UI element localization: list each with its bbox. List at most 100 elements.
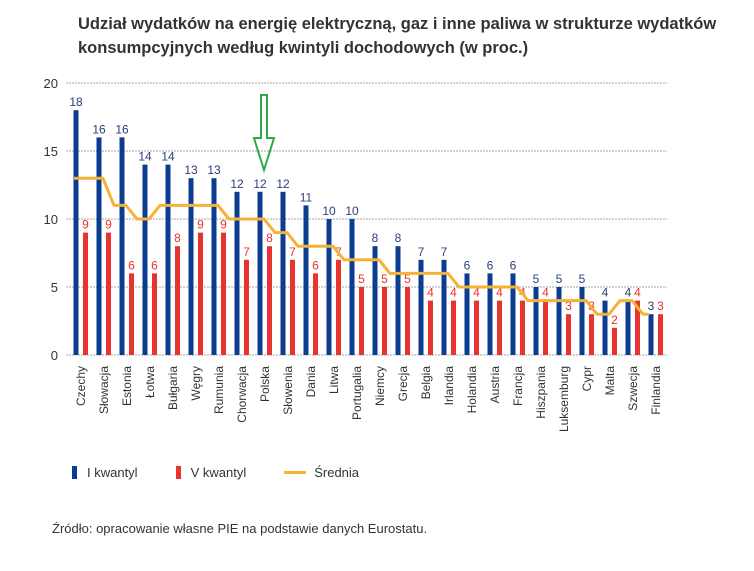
bar-i-kwantyl <box>625 300 631 355</box>
y-tick-label: 0 <box>51 348 58 363</box>
y-tick-label: 20 <box>44 76 58 91</box>
bar-i-kwantyl <box>556 287 562 355</box>
bar-v-kwantyl <box>175 246 180 355</box>
legend-item-srednia: Średnia <box>284 465 359 480</box>
bar-i-kwantyl <box>234 191 240 355</box>
legend-label: V kwantyl <box>190 465 247 480</box>
x-tick-label: Hiszpania <box>534 366 548 419</box>
bar-v-kwantyl <box>221 232 226 355</box>
bar-v-kwantyl <box>566 314 571 355</box>
data-label-i: 12 <box>230 177 244 191</box>
x-tick-label: Portugalia <box>350 366 364 420</box>
x-tick-label: Belgia <box>419 366 433 400</box>
x-tick-label: Bułgaria <box>166 366 180 410</box>
data-label-v: 5 <box>381 272 388 286</box>
x-tick-label: Czechy <box>74 366 88 406</box>
bar-i-kwantyl <box>464 273 470 355</box>
data-label-i: 5 <box>579 272 586 286</box>
bar-i-kwantyl <box>73 110 79 355</box>
data-label-v: 6 <box>151 258 158 272</box>
data-label-v: 4 <box>542 286 549 300</box>
data-label-i: 14 <box>161 150 175 164</box>
x-tick-label: Francja <box>511 366 525 406</box>
bar-i-kwantyl <box>326 219 332 355</box>
data-label-v: 5 <box>404 272 411 286</box>
y-tick-label: 10 <box>44 212 58 227</box>
bar-v-kwantyl <box>244 259 249 355</box>
bar-i-kwantyl <box>257 191 263 355</box>
bar-i-kwantyl <box>510 273 516 355</box>
data-label-i: 11 <box>300 190 313 204</box>
data-label-i: 4 <box>602 286 609 300</box>
x-tick-label: Niemcy <box>373 366 387 406</box>
bar-v-kwantyl <box>106 232 111 355</box>
bar-v-kwantyl <box>428 300 433 355</box>
x-tick-label: Łotwa <box>143 366 157 398</box>
bar-v-kwantyl <box>290 259 295 355</box>
bar-i-kwantyl <box>441 259 447 355</box>
data-label-v: 4 <box>450 286 457 300</box>
bar-v-kwantyl <box>612 327 617 355</box>
data-label-v: 7 <box>289 245 296 259</box>
x-tick-label: Słowacja <box>97 366 111 414</box>
legend-label: I kwantyl <box>87 465 138 480</box>
legend-item-i-kwantyl: I kwantyl <box>72 465 138 480</box>
bar-v-kwantyl <box>658 314 663 355</box>
data-label-i: 3 <box>648 299 655 313</box>
data-label-v: 3 <box>657 299 664 313</box>
bar-v-kwantyl <box>83 232 88 355</box>
bar-i-kwantyl <box>579 287 585 355</box>
data-label-v: 2 <box>611 313 618 327</box>
bar-v-kwantyl <box>635 300 640 355</box>
bar-v-kwantyl <box>451 300 456 355</box>
y-tick-label: 5 <box>51 280 58 295</box>
data-label-i: 16 <box>115 122 129 136</box>
bar-i-kwantyl <box>648 314 654 355</box>
bar-v-kwantyl <box>313 273 318 355</box>
bar-i-kwantyl <box>602 300 608 355</box>
bar-i-kwantyl <box>96 137 102 355</box>
data-label-v: 6 <box>128 258 135 272</box>
data-label-v: 4 <box>634 286 641 300</box>
x-tick-label: Luksemburg <box>557 366 571 432</box>
chart-title: Udział wydatków na energię elektryczną, … <box>78 15 717 57</box>
x-tick-label: Grecja <box>396 366 410 402</box>
bar-i-kwantyl <box>142 164 148 355</box>
data-label-i: 5 <box>556 272 563 286</box>
x-tick-label: Słowenia <box>281 366 295 415</box>
bar-i-kwantyl <box>487 273 493 355</box>
bar-v-kwantyl <box>152 273 157 355</box>
data-label-i: 6 <box>487 258 494 272</box>
bar-i-kwantyl <box>395 246 401 355</box>
x-tick-label: Rumunia <box>212 366 226 414</box>
bar-i-kwantyl <box>349 219 355 355</box>
bar-v-kwantyl <box>589 314 594 355</box>
bar-v-kwantyl <box>129 273 134 355</box>
data-label-i: 12 <box>253 177 267 191</box>
data-label-i: 10 <box>345 204 359 218</box>
bar-v-kwantyl <box>405 287 410 355</box>
data-label-i: 7 <box>441 245 448 259</box>
bar-i-kwantyl <box>372 246 378 355</box>
data-label-i: 14 <box>138 150 152 164</box>
x-tick-label: Malta <box>603 366 617 396</box>
data-label-i: 12 <box>276 177 290 191</box>
bar-v-kwantyl <box>520 300 525 355</box>
x-tick-label: Węgry <box>189 366 203 401</box>
data-label-i: 18 <box>69 95 83 109</box>
data-label-v: 3 <box>565 299 572 313</box>
x-tick-label: Austria <box>488 366 502 404</box>
bar-i-kwantyl <box>188 178 194 355</box>
x-tick-label: Estonia <box>120 366 134 406</box>
data-label-i: 10 <box>322 204 336 218</box>
data-label-i: 5 <box>533 272 540 286</box>
data-label-i: 4 <box>625 286 632 300</box>
chart-svg: 0 5 10 15 20 18 9 Czechy 16 9 Słowacja 16 6 Estonia 14… <box>44 76 667 432</box>
x-tick-label: Holandia <box>465 366 479 414</box>
x-tick-label: Polska <box>258 366 272 402</box>
bar-i-kwantyl <box>533 287 539 355</box>
bar-v-kwantyl <box>198 232 203 355</box>
x-tick-label: Finlandia <box>649 366 663 415</box>
bar-v-kwantyl <box>543 300 548 355</box>
source-note: Źródło: opracowanie własne PIE na podsta… <box>52 521 428 536</box>
